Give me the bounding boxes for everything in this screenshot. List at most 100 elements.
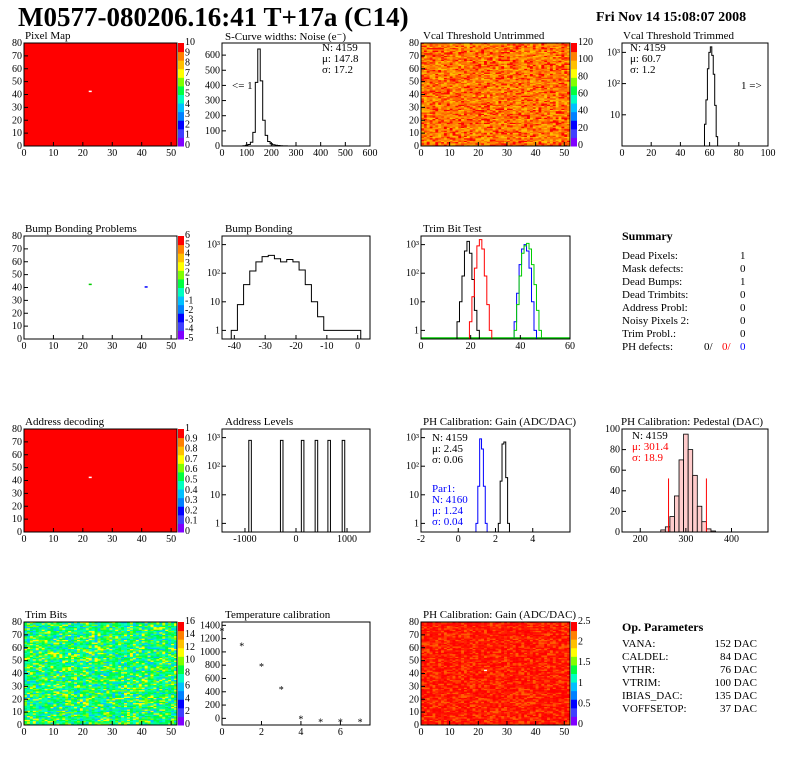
x-tick-label: 0	[220, 148, 225, 159]
colorbar-label: 0	[185, 140, 190, 151]
heatmap-cell	[512, 44, 516, 46]
heatmap-cell	[524, 59, 528, 62]
x-tick-label: 100	[761, 148, 776, 159]
heatmap-cell	[429, 66, 433, 68]
heatmap-cell	[529, 54, 534, 57]
heatmap-cell	[538, 52, 542, 54]
y-tick-label: 60	[12, 450, 22, 461]
x-tick-label: 20	[78, 534, 88, 545]
heatmap-cell	[549, 48, 554, 50]
heatmap-cell	[421, 68, 425, 71]
heatmap-cell	[481, 49, 485, 51]
colorbar-label: 120	[578, 37, 593, 48]
heatmap-cell	[446, 55, 450, 58]
heatmap-cell	[469, 67, 473, 70]
heatmap-cell	[475, 44, 479, 46]
heatmap-cell	[544, 68, 548, 71]
heatmap-cell	[449, 63, 453, 66]
y-tick-label: 60	[409, 64, 419, 75]
heatmap-cell	[484, 55, 488, 58]
heatmap-cell	[423, 70, 428, 72]
x-tick-label: 0	[294, 534, 299, 545]
heatmap-cell	[547, 64, 551, 67]
heatmap-cell	[481, 43, 485, 45]
heatmap-cell	[512, 57, 516, 59]
heatmap-cell	[498, 61, 502, 63]
heatmap-cell	[558, 46, 562, 49]
colorbar-segment	[178, 244, 184, 254]
heatmap-cell	[466, 44, 470, 46]
heatmap-cell	[446, 54, 450, 57]
heatmap-cell	[549, 45, 554, 48]
heatmap-cell	[441, 61, 445, 63]
heatmap-cell	[461, 43, 465, 45]
heatmap-cell	[446, 46, 450, 49]
heatmap-cell	[458, 43, 462, 45]
heatmap-cells	[421, 43, 571, 147]
y-tick-label: 10	[12, 128, 22, 139]
heatmap-cell	[484, 67, 488, 70]
heatmap-cell	[524, 67, 528, 70]
heatmap-cell	[426, 62, 430, 64]
heatmap-cell	[552, 62, 556, 64]
heatmap-cell	[458, 54, 462, 57]
heatmap-cell	[538, 44, 542, 46]
heatmap-cell	[486, 68, 491, 71]
heatmap-cell	[512, 54, 516, 57]
heatmap-cell	[549, 53, 554, 55]
heatmap-cell	[518, 54, 522, 57]
heatmap-cell	[486, 53, 491, 55]
heatmap-cell	[423, 59, 428, 62]
heatmap-cell	[484, 71, 488, 73]
x-tick-label: 50	[559, 148, 569, 159]
heatmap-cell	[466, 70, 470, 72]
heatmap-cell	[441, 54, 445, 57]
heatmap-cell	[564, 52, 568, 54]
heatmap-cell	[555, 52, 559, 54]
heatmap-cell	[461, 45, 465, 48]
heatmap-cell	[469, 61, 473, 63]
heatmap-cell	[535, 59, 539, 62]
heatmap-cell	[435, 53, 439, 55]
heatmap-cell	[429, 59, 433, 62]
heatmap-cell	[535, 46, 539, 49]
heatmap-cell	[515, 55, 519, 58]
colorbar-label: 9	[185, 47, 190, 58]
heatmap-cell	[498, 55, 502, 58]
heatmap-cell	[489, 55, 493, 58]
heatmap-cell	[478, 53, 482, 55]
heatmap-cell	[529, 58, 534, 61]
heatmap-cell	[449, 48, 453, 50]
heatmap-cell	[455, 68, 459, 71]
heatmap-cell	[532, 58, 536, 61]
heatmap-cell	[446, 61, 450, 63]
heatmap-cell	[549, 44, 554, 46]
heatmap-cell	[541, 52, 545, 54]
heatmap-cell	[558, 53, 562, 55]
heatmap-cell	[455, 67, 459, 70]
heatmap-cell	[527, 48, 531, 50]
heatmap-cell	[552, 59, 556, 62]
heatmap-cell	[441, 55, 445, 58]
heatmap-cell	[426, 49, 430, 51]
heatmap-cell	[455, 53, 459, 55]
heatmap-cell	[507, 54, 511, 57]
heatmap-cell	[443, 57, 448, 59]
colorbar-segment	[571, 85, 577, 95]
heatmap-cell	[446, 64, 450, 67]
heatmap-cell	[423, 62, 428, 64]
heatmap-cell	[532, 70, 536, 72]
heatmap-cell	[532, 68, 536, 71]
heatmap-cell	[426, 64, 430, 67]
heatmap-cell	[466, 67, 470, 70]
heatmap-cell	[549, 62, 554, 64]
heatmap-cell	[426, 46, 430, 49]
plot-frame	[221, 428, 371, 533]
plot-frame	[23, 235, 178, 340]
heatmap-cell	[426, 57, 430, 59]
heatmap-cell	[507, 44, 511, 46]
pedestal-bar	[696, 505, 703, 533]
heatmap-cell	[521, 58, 525, 61]
heatmap-cell	[564, 48, 568, 50]
heatmap-cell	[492, 62, 496, 64]
